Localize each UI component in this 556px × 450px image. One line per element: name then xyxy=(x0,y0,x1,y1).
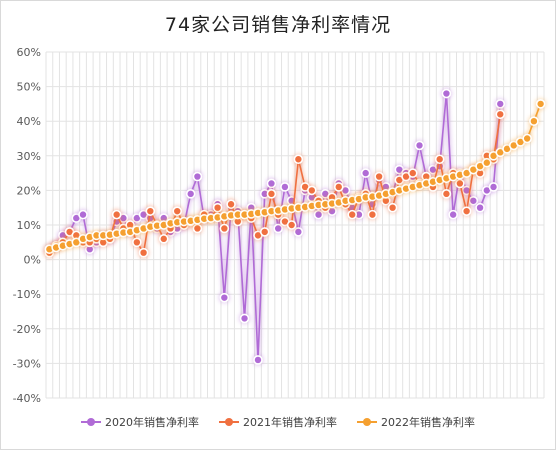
data-point xyxy=(488,182,499,192)
data-point xyxy=(111,209,122,220)
data-point xyxy=(266,178,277,189)
data-point xyxy=(219,292,230,303)
y-tick-label: 50% xyxy=(17,81,41,94)
data-point xyxy=(535,99,546,109)
data-point xyxy=(360,168,371,178)
legend: 2020年销售净利率 2021年销售净利率 2022年销售净利率 xyxy=(0,414,556,430)
data-point xyxy=(407,168,418,178)
y-tick-label: 60% xyxy=(17,46,41,59)
data-point xyxy=(461,206,472,216)
series-3 xyxy=(43,98,547,255)
y-tick-label: -20% xyxy=(13,323,41,336)
data-point xyxy=(333,182,344,192)
legend-item: 2021年销售净利率 xyxy=(219,414,337,430)
y-tick-label: 20% xyxy=(17,184,41,197)
data-point xyxy=(522,133,532,144)
legend-item: 2020年销售净利率 xyxy=(81,414,199,430)
data-point xyxy=(226,199,236,210)
y-tick-label: 30% xyxy=(17,150,41,163)
data-point xyxy=(475,202,485,213)
data-point xyxy=(266,189,277,199)
legend-label: 2021年销售净利率 xyxy=(243,416,337,429)
y-tick-label: -10% xyxy=(13,288,41,301)
data-point xyxy=(387,202,398,213)
data-point xyxy=(293,154,304,165)
data-point xyxy=(78,209,88,220)
data-point xyxy=(367,209,378,220)
data-point xyxy=(448,209,458,220)
data-point xyxy=(434,154,445,165)
data-point xyxy=(293,227,304,237)
y-tick-label: -30% xyxy=(13,357,41,370)
y-tick-label: 40% xyxy=(17,115,41,128)
legend-swatch xyxy=(81,417,101,427)
data-point xyxy=(374,171,384,182)
y-tick-label: 10% xyxy=(17,219,41,232)
data-point xyxy=(192,223,203,234)
data-point xyxy=(259,227,270,237)
data-point xyxy=(192,171,203,182)
legend-swatch xyxy=(219,417,239,427)
data-point xyxy=(313,209,324,220)
data-point xyxy=(239,313,250,324)
legend-item: 2022年销售净利率 xyxy=(357,414,475,430)
y-tick-label: 0% xyxy=(24,254,41,267)
chart-title: 74家公司销售净利率情况 xyxy=(164,14,392,36)
data-point xyxy=(253,355,263,365)
data-point xyxy=(286,220,297,230)
legend-label: 2020年销售净利率 xyxy=(105,416,199,429)
data-point xyxy=(138,247,149,258)
data-point xyxy=(441,88,452,99)
data-point xyxy=(495,99,506,109)
data-point xyxy=(158,234,169,244)
data-point xyxy=(145,206,156,216)
data-point xyxy=(219,223,230,234)
data-point xyxy=(441,189,452,199)
data-point xyxy=(273,223,283,234)
data-point xyxy=(172,206,183,216)
data-point xyxy=(347,209,358,220)
data-point xyxy=(212,202,223,213)
data-point xyxy=(414,140,425,151)
data-point xyxy=(132,237,142,248)
data-point xyxy=(307,185,317,196)
data-point xyxy=(455,178,465,189)
legend-swatch xyxy=(357,417,377,427)
data-point xyxy=(529,116,539,126)
legend-label: 2022年销售净利率 xyxy=(381,416,475,429)
data-point xyxy=(495,109,506,120)
data-point xyxy=(280,182,290,192)
data-point xyxy=(481,157,492,168)
data-point xyxy=(185,189,196,199)
y-tick-label: -40% xyxy=(13,392,41,405)
